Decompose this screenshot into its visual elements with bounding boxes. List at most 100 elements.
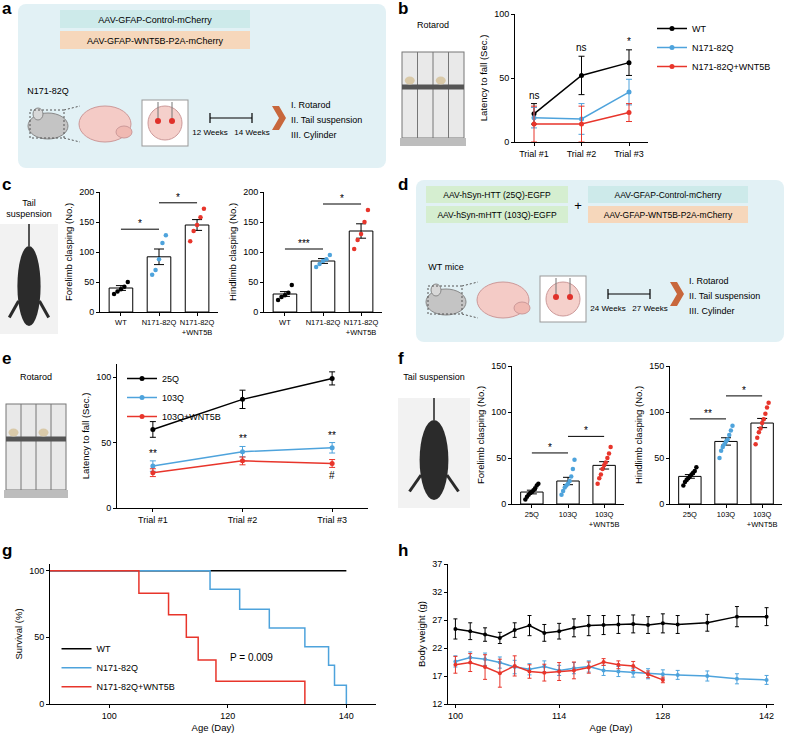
svg-text:ns: ns: [576, 42, 587, 53]
svg-text:150: 150: [491, 361, 506, 371]
svg-text:Latency to fall (Sec.): Latency to fall (Sec.): [80, 393, 91, 480]
svg-text:Age (Day): Age (Day): [192, 722, 235, 733]
svg-text:0: 0: [501, 499, 506, 509]
svg-text:0: 0: [253, 307, 258, 317]
svg-text:I. Rotarod: I. Rotarod: [291, 100, 331, 110]
svg-text:AAV-GFAP-WNT5B-P2A-mCherry: AAV-GFAP-WNT5B-P2A-mCherry: [87, 36, 223, 46]
svg-text:N171-82Q: N171-82Q: [142, 318, 177, 327]
svg-text:0: 0: [89, 307, 94, 317]
svg-text:25Q: 25Q: [162, 374, 179, 384]
svg-text:N171-82Q+WNT5B: N171-82Q+WNT5B: [180, 318, 215, 337]
svg-text:ns: ns: [529, 90, 540, 101]
svg-text:128: 128: [655, 711, 670, 721]
svg-text:Hindlimb clasping (No.): Hindlimb clasping (No.): [227, 203, 238, 301]
svg-text:Trial #2: Trial #2: [228, 515, 258, 525]
svg-text:150: 150: [649, 361, 664, 371]
svg-text:32: 32: [432, 587, 442, 597]
svg-text:WT: WT: [279, 318, 291, 327]
svg-text:103Q: 103Q: [162, 393, 184, 403]
svg-text:AAV-hSyn-HTT (25Q)-EGFP: AAV-hSyn-HTT (25Q)-EGFP: [443, 190, 551, 200]
svg-text:WT mice: WT mice: [428, 262, 463, 272]
svg-text:103Q: 103Q: [559, 510, 578, 519]
svg-text:Trial #2: Trial #2: [567, 149, 597, 159]
svg-text:N171-82Q+WNT5B: N171-82Q+WNT5B: [692, 62, 770, 72]
svg-text:N171-82Q: N171-82Q: [27, 86, 69, 96]
svg-text:150: 150: [79, 217, 94, 227]
svg-text:Survival (%): Survival (%): [13, 608, 24, 659]
svg-text:N171-82Q+WNT5B: N171-82Q+WNT5B: [344, 318, 379, 337]
svg-text:50: 50: [34, 632, 44, 642]
svg-text:WT: WT: [692, 24, 706, 34]
svg-text:12: 12: [432, 699, 442, 709]
svg-text:103Q: 103Q: [717, 510, 736, 519]
svg-text:II. Tail suspension: II. Tail suspension: [291, 115, 362, 125]
svg-text:14 Weeks: 14 Weeks: [234, 128, 269, 137]
svg-text:*: *: [742, 385, 746, 396]
svg-text:12 Weeks: 12 Weeks: [192, 128, 227, 137]
svg-text:AAV-GFAP-WNT5B-P2A-mCherry: AAV-GFAP-WNT5B-P2A-mCherry: [604, 210, 733, 220]
svg-text:Trial #3: Trial #3: [317, 515, 347, 525]
svg-text:Trial #1: Trial #1: [519, 149, 549, 159]
svg-text:*: *: [138, 218, 142, 229]
svg-text:200: 200: [79, 187, 94, 197]
svg-text:Forelimb clasping (No.): Forelimb clasping (No.): [63, 203, 74, 301]
svg-text:N171-82Q: N171-82Q: [97, 663, 139, 673]
svg-text:50: 50: [499, 73, 509, 83]
svg-text:III. Cylinder: III. Cylinder: [689, 306, 735, 316]
svg-text:27: 27: [432, 615, 442, 625]
svg-text:103Q+WNT5B: 103Q+WNT5B: [747, 510, 778, 529]
svg-text:*: *: [176, 192, 180, 203]
svg-text:+: +: [574, 198, 582, 213]
svg-text:Trial #3: Trial #3: [614, 149, 644, 159]
svg-text:37: 37: [432, 559, 442, 569]
svg-text:II. Tail suspension: II. Tail suspension: [689, 291, 760, 301]
svg-text:N171-82Q: N171-82Q: [306, 318, 341, 327]
svg-text:100: 100: [243, 247, 258, 257]
svg-text:100: 100: [96, 372, 111, 382]
svg-text:25Q: 25Q: [683, 510, 697, 519]
svg-text:142: 142: [759, 711, 774, 721]
svg-text:N171-82Q+WNT5B: N171-82Q+WNT5B: [97, 682, 175, 692]
svg-text:140: 140: [339, 711, 354, 721]
svg-text:50: 50: [101, 438, 111, 448]
svg-text:*: *: [627, 36, 631, 47]
svg-text:N171-82Q: N171-82Q: [692, 43, 734, 53]
svg-text:AAV-GFAP-Control-mCherry: AAV-GFAP-Control-mCherry: [98, 15, 212, 25]
svg-text:*: *: [340, 193, 344, 204]
svg-text:25Q: 25Q: [525, 510, 539, 519]
svg-text:100: 100: [102, 711, 117, 721]
svg-text:AAV-GFAP-Control-mCherry: AAV-GFAP-Control-mCherry: [614, 190, 722, 200]
svg-text:100: 100: [448, 711, 463, 721]
svg-text:50: 50: [84, 277, 94, 287]
svg-text:P = 0.009: P = 0.009: [230, 652, 273, 663]
svg-text:17: 17: [432, 671, 442, 681]
svg-text:0: 0: [659, 499, 664, 509]
svg-text:120: 120: [220, 711, 235, 721]
svg-text:**: **: [239, 433, 247, 444]
svg-text:Latency to fall (Sec.): Latency to fall (Sec.): [478, 35, 489, 122]
svg-text:**: **: [328, 430, 336, 441]
svg-text:100: 100: [494, 9, 509, 19]
svg-text:Forelimb clasping (No.): Forelimb clasping (No.): [475, 386, 486, 484]
svg-text:50: 50: [654, 453, 664, 463]
svg-text:**: **: [704, 408, 712, 419]
svg-text:*: *: [584, 425, 588, 436]
svg-text:#: #: [329, 470, 335, 481]
svg-text:Hindlimb clasping (No.): Hindlimb clasping (No.): [633, 386, 644, 484]
svg-text:*: *: [548, 442, 552, 453]
svg-text:Trial #1: Trial #1: [138, 515, 168, 525]
svg-text:I. Rotarod: I. Rotarod: [689, 276, 729, 286]
svg-text:50: 50: [496, 453, 506, 463]
svg-text:50: 50: [248, 277, 258, 287]
svg-text:WT: WT: [97, 644, 111, 654]
svg-text:24 Weeks: 24 Weeks: [590, 304, 625, 313]
svg-text:WT: WT: [115, 318, 127, 327]
svg-text:0: 0: [106, 503, 111, 513]
svg-text:0: 0: [504, 137, 509, 147]
svg-text:22: 22: [432, 643, 442, 653]
svg-text:AAV-hSyn-mHTT (103Q)-EGFP: AAV-hSyn-mHTT (103Q)-EGFP: [437, 210, 557, 220]
svg-text:150: 150: [243, 217, 258, 227]
svg-text:100: 100: [491, 407, 506, 417]
svg-text:103Q+WNT5B: 103Q+WNT5B: [162, 412, 221, 422]
svg-text:114: 114: [552, 711, 566, 721]
